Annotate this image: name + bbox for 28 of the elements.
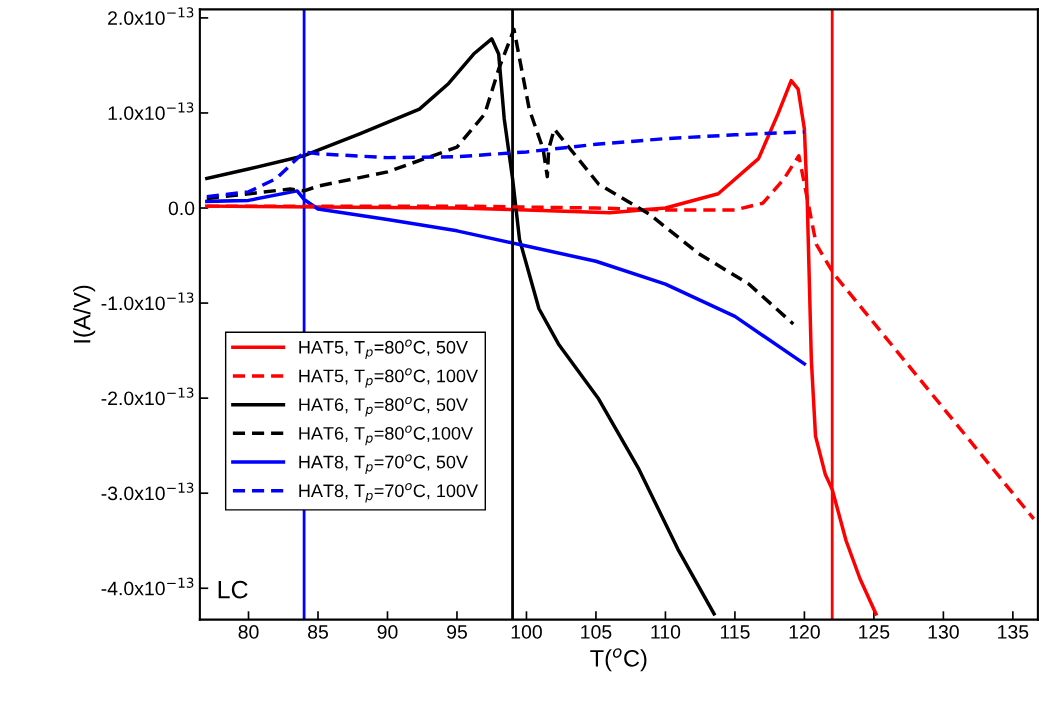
legend-label: HAT6, T$_{p}$=80$^{o}$C,100V bbox=[299, 425, 473, 446]
x-tick-label: 110 bbox=[651, 625, 681, 639]
x-tick-label: 120 bbox=[789, 625, 820, 639]
y-axis-title: I(A/V) bbox=[73, 285, 96, 343]
x-tick-label: 130 bbox=[928, 625, 959, 639]
x-tick-label: 90 bbox=[377, 625, 398, 639]
y-tick-label: 0.0 bbox=[168, 201, 195, 216]
x-tick-label: 125 bbox=[859, 625, 890, 639]
legend-label: HAT6, T$_{p}$=80$^{o}$C, 50V bbox=[299, 396, 468, 417]
legend-label: HAT8, T$_{p}$=70$^{o}$C, 50V bbox=[299, 454, 468, 474]
y-tick-label: -4.0x10$^{−13}$ bbox=[101, 577, 194, 596]
x-tick-label: 85 bbox=[308, 625, 328, 639]
y-tick-label: 2.0x10$^{−13}$ bbox=[108, 7, 194, 25]
x-tick-label: 95 bbox=[447, 625, 467, 639]
x-tick-label: 100 bbox=[511, 625, 542, 639]
y-tick-label: -1.0x10$^{−13}$ bbox=[101, 292, 194, 311]
annotation: LC bbox=[218, 580, 248, 599]
legend-label: HAT5, T$_{p}$=80$^{o}$C, 100V bbox=[299, 368, 478, 388]
x-axis-title: T($^{o}$C) bbox=[590, 648, 647, 672]
x-tick-label: 115 bbox=[720, 625, 750, 639]
x-tick-label: 80 bbox=[238, 625, 259, 639]
legend-label: HAT8, T$_{p}$=70$^{o}$C, 100V bbox=[299, 483, 478, 503]
x-tick-label: 135 bbox=[998, 625, 1029, 639]
legend-label: HAT5, T$_{p}$=80$^{o}$C, 50V bbox=[299, 339, 468, 360]
x-tick-label: 105 bbox=[581, 625, 612, 639]
y-tick-label: 1.0x10$^{−13}$ bbox=[108, 102, 194, 121]
y-tick-label: -2.0x10$^{−13}$ bbox=[101, 387, 194, 406]
y-tick-label: -3.0x10$^{−13}$ bbox=[101, 482, 194, 501]
